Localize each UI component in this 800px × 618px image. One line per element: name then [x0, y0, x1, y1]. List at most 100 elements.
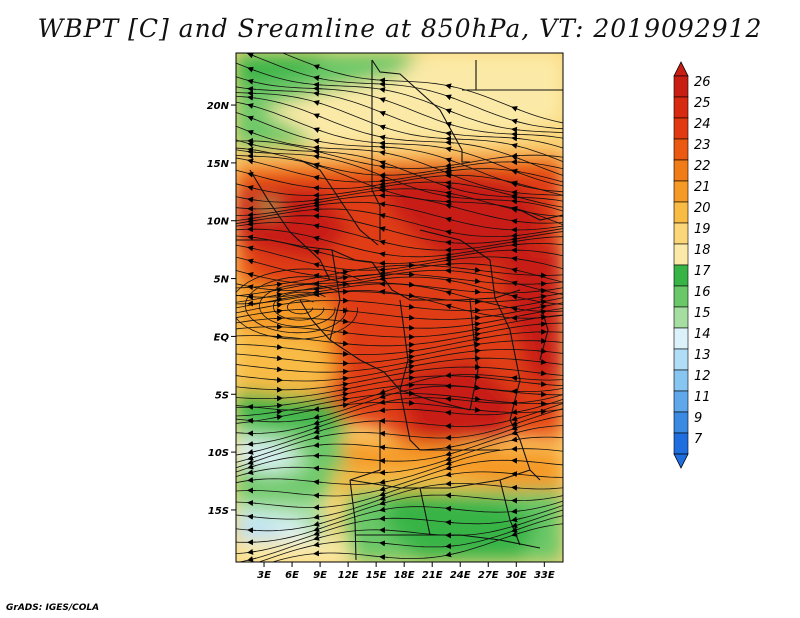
- streamline-arrow: [471, 266, 481, 273]
- streamline-arrow: [445, 121, 455, 128]
- streamline: [236, 398, 563, 446]
- streamline: [236, 282, 563, 303]
- streamline-arrow: [445, 459, 455, 466]
- streamline: [271, 523, 563, 562]
- streamline-arrow: [247, 129, 257, 136]
- streamline: [236, 394, 563, 434]
- streamline-arrow: [313, 249, 323, 255]
- streamline-arrow: [537, 308, 547, 315]
- colorbar-swatch: [673, 180, 689, 203]
- streamline-arrow: [339, 386, 349, 393]
- field-region-green_dark: [380, 490, 540, 560]
- colorbar-label: 9: [694, 411, 702, 426]
- streamline-arrow: [379, 540, 389, 547]
- streamline: [236, 256, 563, 283]
- streamline: [236, 92, 563, 163]
- streamline: [236, 169, 563, 196]
- streamline-arrow: [313, 413, 323, 420]
- streamline-arrow: [247, 158, 257, 165]
- streamline: [236, 425, 563, 473]
- streamline-arrow: [471, 326, 481, 333]
- field-region-green: [255, 200, 280, 215]
- colorbar-label: 21: [694, 180, 711, 195]
- streamline-arrow: [379, 149, 389, 156]
- streamline-arrow: [379, 134, 389, 141]
- streamline-arrow: [313, 520, 323, 527]
- streamline-arrow: [445, 83, 455, 90]
- streamline: [236, 101, 563, 187]
- streamline-arrow: [339, 396, 349, 403]
- lat-tick-label: EQ: [214, 332, 230, 343]
- streamline-arrow: [247, 404, 257, 410]
- streamline-arrow: [247, 561, 254, 562]
- lon-tick-label: 27E: [478, 570, 499, 581]
- streamline-arrow: [379, 495, 389, 501]
- streamline: [236, 291, 563, 309]
- streamline-arrow: [313, 535, 323, 541]
- streamline: [236, 76, 563, 139]
- streamline-arrow: [511, 142, 521, 149]
- colorbar-label: 20: [694, 201, 711, 216]
- lat-tick-label: 15S: [208, 506, 229, 517]
- streamline-arrow: [511, 232, 521, 239]
- streamline-arrow: [405, 354, 415, 361]
- streamline-arrow: [273, 414, 283, 421]
- streamline-arrow: [379, 124, 389, 131]
- streamline-arrow: [313, 434, 323, 440]
- streamline-arrow: [405, 348, 415, 355]
- streamline-arrow: [511, 193, 521, 200]
- colorbar-swatch: [673, 432, 689, 455]
- streamline-arrow: [247, 245, 257, 252]
- streamline-arrow: [537, 348, 547, 355]
- streamline-arrow: [445, 443, 455, 450]
- streamline-arrow: [313, 513, 323, 520]
- streamline: [236, 357, 563, 382]
- colorbar-label: 25: [694, 96, 711, 111]
- streamline-arrow: [511, 471, 521, 478]
- streamline: [236, 112, 563, 193]
- border-line: [299, 299, 331, 341]
- streamline-arrow: [511, 409, 521, 415]
- streamline-arrow: [471, 321, 481, 328]
- streamline-arrow: [511, 198, 521, 205]
- streamline-arrow: [511, 293, 521, 300]
- streamline: [236, 385, 563, 423]
- streamline-arrow: [511, 522, 521, 529]
- streamline-arrow: [511, 180, 521, 187]
- streamline-arrow: [313, 235, 323, 242]
- streamline: [236, 195, 563, 224]
- streamline-arrow: [247, 146, 257, 153]
- colorbar-label: 24: [694, 117, 711, 132]
- streamline-arrow: [471, 395, 481, 402]
- streamline-arrow: [313, 148, 323, 155]
- streamline-arrow: [313, 174, 323, 181]
- streamline-arrow: [445, 372, 455, 379]
- streamline-arrow: [511, 305, 521, 312]
- streamline-arrow: [247, 556, 257, 562]
- streamline-arrow: [313, 428, 323, 435]
- streamline-arrow: [379, 186, 389, 193]
- streamline-arrow: [379, 110, 389, 117]
- streamline-arrow: [445, 216, 455, 223]
- streamline: [236, 201, 563, 231]
- streamline: [236, 139, 563, 202]
- streamline-arrow: [247, 454, 257, 461]
- streamline-arrow: [445, 193, 455, 200]
- streamline-arrow: [273, 366, 283, 373]
- colorbar-label: 11: [694, 390, 711, 405]
- lat-tick-label: 10S: [208, 448, 229, 459]
- streamline: [236, 208, 563, 237]
- streamline-arrow: [339, 340, 349, 347]
- colorbar-label: 26: [694, 75, 711, 90]
- streamline: [245, 53, 563, 130]
- streamline-arrow: [379, 212, 389, 219]
- footer-credit: GrADS: IGES/COLA: [6, 603, 100, 613]
- streamline-arrow: [537, 370, 547, 377]
- colorbar-swatch: [673, 369, 689, 392]
- streamline: [236, 322, 563, 347]
- colorbar-label: 14: [694, 327, 711, 342]
- streamline-arrow: [247, 463, 257, 470]
- streamline: [236, 448, 563, 485]
- streamline-arrow: [247, 115, 257, 122]
- streamline: [236, 314, 563, 338]
